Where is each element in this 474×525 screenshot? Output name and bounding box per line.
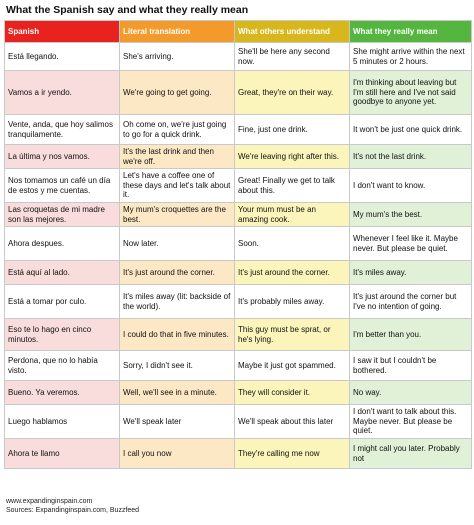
table-row: Está aquí al lado. It's just around the c… [4,260,472,285]
cell-others: Fine, just one drink. [234,114,350,145]
header-literal-translation: Literal translation [119,20,235,43]
table-row: Luego hablamos We'll speak later We'll spe… [4,404,472,439]
cell-literal: It's just around the corner. [119,260,235,285]
cell-others: Soon. [234,226,350,261]
cell-mean: I don't want to talk about this. Maybe n… [349,404,472,439]
table-row: Vamos a ir yendo. We're going to get goin… [4,70,472,115]
cell-others: It's probably miles away. [234,284,350,319]
cell-others: They will consider it. [234,380,350,405]
cell-spanish: Ahora despues. [4,226,120,261]
cell-mean: It's not the last drink. [349,144,472,169]
cell-spanish: Perdona, que no lo había visto. [4,350,120,381]
cell-spanish: Vamos a ir yendo. [4,70,120,115]
cell-mean: No way. [349,380,472,405]
cell-literal: Sorry, I didn't see it. [119,350,235,381]
table-row: Está a tomar por culo. It's miles away (l… [4,284,472,319]
page-title: What the Spanish say and what they reall… [6,4,249,16]
cell-spanish: Nos tomamos un café un día de estos y me… [4,168,120,203]
cell-spanish: Está aquí al lado. [4,260,120,285]
header-what-they-really-mean: What they really mean [349,20,472,43]
cell-spanish: Bueno. Ya veremos. [4,380,120,405]
header-what-others-understand: What others understand [234,20,350,43]
cell-spanish: Vente, anda, que hoy salimos tranquilame… [4,114,120,145]
table-row: Ahora despues. Now later. Soon. Whenever I … [4,226,472,261]
cell-literal: We're going to get going. [119,70,235,115]
cell-spanish: Eso te lo hago en cinco minutos. [4,318,120,351]
footer-sources: Sources: Expandinginspain.com, Buzzfeed [6,507,140,514]
cell-mean: I'm thinking about leaving but I'm still… [349,70,472,115]
cell-literal: It's miles away (lit: backside of the wo… [119,284,235,319]
cell-others: Great! Finally we get to talk about this… [234,168,350,203]
table-row: Eso te lo hago en cinco minutos. I could … [4,318,472,351]
footer: www.expandinginspain.com Sources: Expand… [6,497,139,515]
cell-literal: I could do that in five minutes. [119,318,235,351]
table-row: Está llegando. She's arriving. She'll be h… [4,42,472,71]
cell-mean: I'm better than you. [349,318,472,351]
table-row: Bueno. Ya veremos. Well, we'll see in a m… [4,380,472,405]
footer-website: www.expandinginspain.com [6,498,93,505]
table-row: Ahora te llamo I call you now They're call… [4,438,472,469]
cell-others: Maybe it just got spammed. [234,350,350,381]
cell-others: Great, they're on their way. [234,70,350,115]
cell-mean: It's just around the corner but I've no … [349,284,472,319]
cell-mean: I saw it but I couldn't be bothered. [349,350,472,381]
table-row: Perdona, que no lo había visto. Sorry, I … [4,350,472,381]
table-body: Está llegando. She's arriving. She'll be h… [4,42,472,469]
table-row: Las croquetas de mi madre son las mejore… [4,202,472,227]
table-row: La última y nos vamos. It's the last drin… [4,144,472,169]
table-row: Nos tomamos un café un día de estos y me… [4,168,472,203]
cell-literal: It's the last drink and then we're off. [119,144,235,169]
cell-mean: It's miles away. [349,260,472,285]
cell-spanish: Está a tomar por culo. [4,284,120,319]
cell-others: We're leaving right after this. [234,144,350,169]
cell-spanish: Está llegando. [4,42,120,71]
cell-others: It's just around the corner. [234,260,350,285]
phrases-table: Spanish Literal translation What others … [4,20,472,469]
cell-spanish: Luego hablamos [4,404,120,439]
cell-literal: I call you now [119,438,235,469]
cell-literal: She's arriving. [119,42,235,71]
cell-mean: My mum's the best. [349,202,472,227]
cell-others: They're calling me now [234,438,350,469]
cell-others: We'll speak about this later [234,404,350,439]
header-spanish: Spanish [4,20,120,43]
cell-literal: We'll speak later [119,404,235,439]
cell-literal: Oh come on, we're just going to go for a… [119,114,235,145]
table-row: Vente, anda, que hoy salimos tranquilame… [4,114,472,145]
cell-literal: My mum's croquettes are the best. [119,202,235,227]
cell-others: Your mum must be an amazing cook. [234,202,350,227]
cell-spanish: La última y nos vamos. [4,144,120,169]
cell-mean: She might arrive within the next 5 minut… [349,42,472,71]
cell-others: She'll be here any second now. [234,42,350,71]
cell-spanish: Ahora te llamo [4,438,120,469]
cell-mean: It won't be just one quick drink. [349,114,472,145]
cell-literal: Well, we'll see in a minute. [119,380,235,405]
cell-spanish: Las croquetas de mi madre son las mejore… [4,202,120,227]
cell-mean: I don't want to know. [349,168,472,203]
cell-others: This guy must be sprat, or he's lying. [234,318,350,351]
cell-literal: Now later. [119,226,235,261]
cell-mean: I might call you later. Probably not [349,438,472,469]
cell-literal: Let's have a coffee one of these days an… [119,168,235,203]
cell-mean: Whenever I feel like it. Maybe never. Bu… [349,226,472,261]
header-row: Spanish Literal translation What others … [4,20,472,43]
